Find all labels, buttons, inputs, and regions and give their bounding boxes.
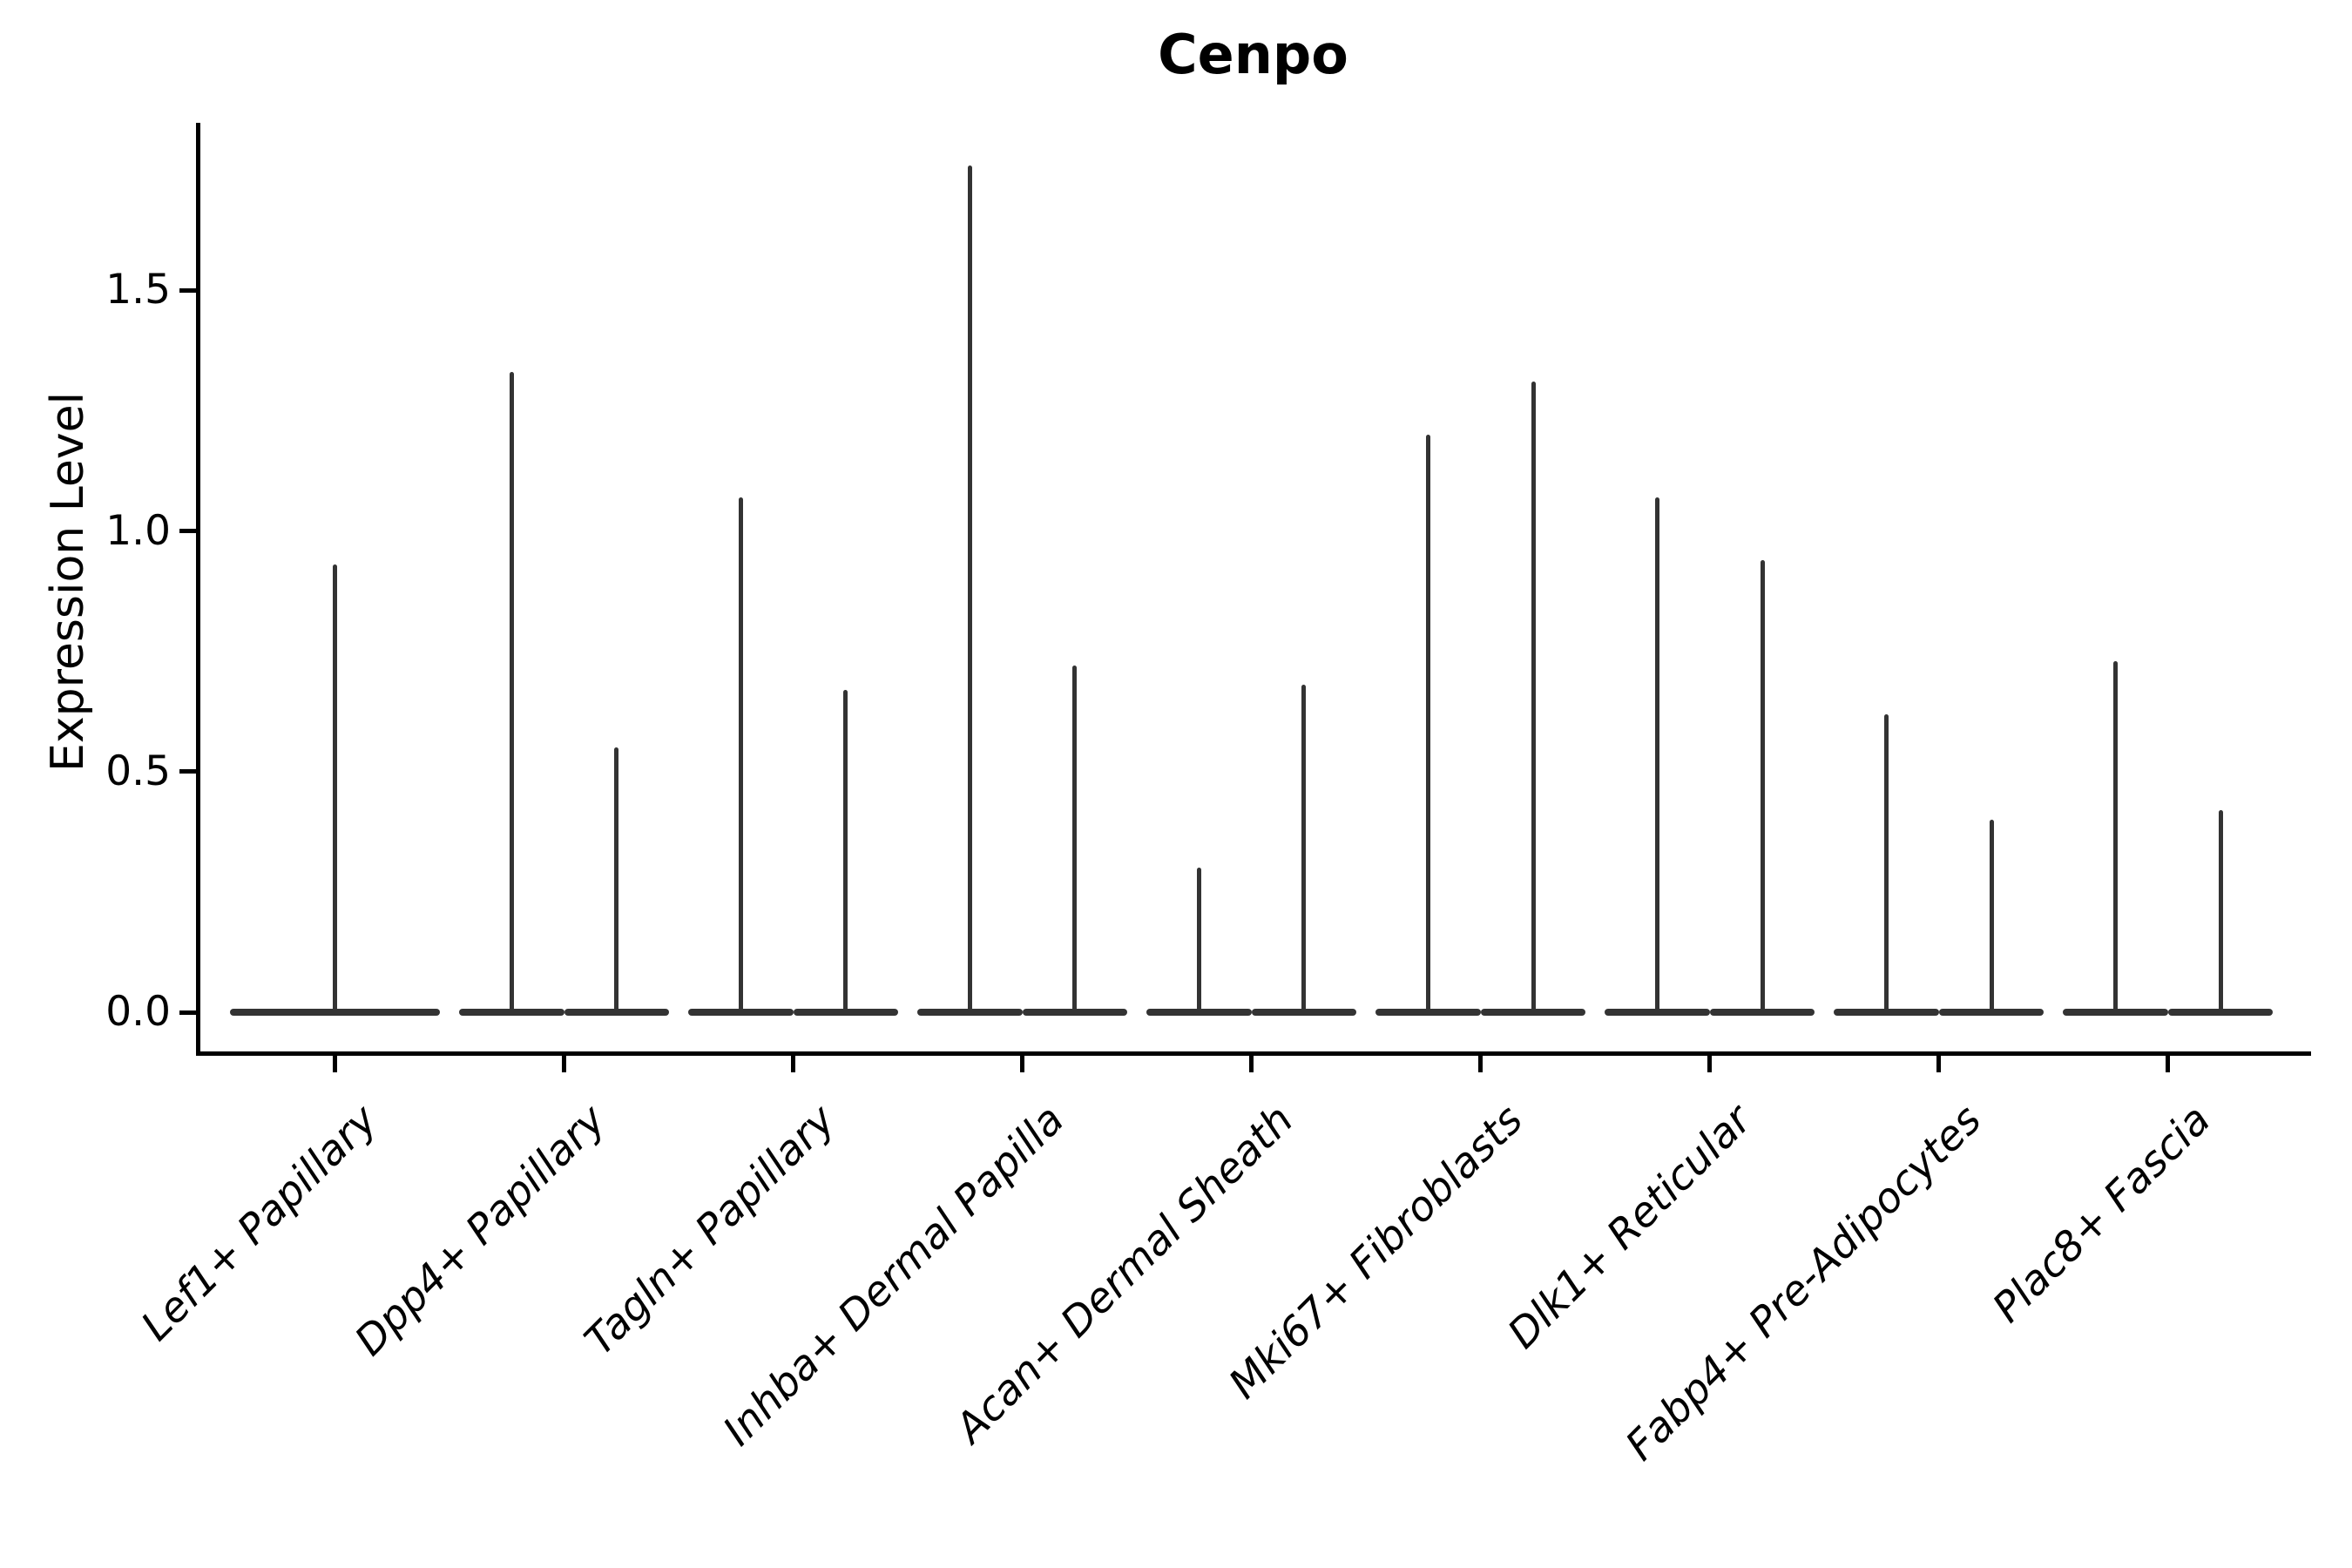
violin-base [1480, 1009, 1586, 1016]
x-tick-mark [1707, 1056, 1713, 1072]
violin-spike [614, 747, 619, 1010]
violin-base [2167, 1009, 2274, 1016]
y-tick-label: 0.0 [105, 988, 171, 1036]
x-tick-mark [1478, 1056, 1484, 1072]
violin-base [688, 1009, 794, 1016]
y-axis-spine [196, 123, 200, 1056]
violin-spike [738, 497, 743, 1010]
x-tick-label: Lef1+ Papillary [132, 1096, 387, 1351]
x-tick-mark [562, 1056, 567, 1072]
x-tick-label: Dlk1+ Reticular [1498, 1096, 1761, 1358]
violin-spike [2218, 809, 2223, 1010]
violin-base [564, 1009, 670, 1016]
violin-base [230, 1009, 440, 1016]
x-axis-spine [196, 1051, 2311, 1056]
x-tick-mark [1020, 1056, 1025, 1072]
violin-spike [1760, 559, 1765, 1010]
violin-spike [2113, 660, 2119, 1010]
violin-spike [509, 372, 514, 1010]
violin-base [459, 1009, 564, 1016]
violin-base [1709, 1009, 1815, 1016]
x-tick-mark [2166, 1056, 2171, 1072]
violin-spike [333, 564, 337, 1010]
violin-base [793, 1009, 899, 1016]
violin-base [2063, 1009, 2168, 1016]
y-tick-mark [179, 287, 196, 293]
y-tick-mark [179, 1010, 196, 1015]
y-tick-mark [179, 769, 196, 774]
x-tick-label: Plac8+ Fascia [1983, 1096, 2220, 1333]
violin-base [1375, 1009, 1481, 1016]
violin-base [917, 1009, 1023, 1016]
chart-title: Cenpo [1158, 23, 1348, 86]
x-tick-label: Dpp4+ Papillary [346, 1096, 616, 1366]
x-tick-mark [1936, 1056, 1942, 1072]
y-tick-label: 0.5 [105, 747, 171, 795]
violin-spike [1426, 435, 1431, 1010]
violin-base [1605, 1009, 1710, 1016]
y-tick-mark [179, 529, 196, 534]
violin-spike [1884, 713, 1889, 1010]
y-axis-label: Expression Level [42, 391, 94, 773]
violin-spike [1196, 868, 1201, 1010]
violin-spike [1301, 685, 1307, 1010]
x-tick-mark [791, 1056, 796, 1072]
violin-spike [1655, 497, 1660, 1010]
y-tick-label: 1.5 [105, 266, 171, 314]
violin-base [1022, 1009, 1128, 1016]
violin-spike [843, 689, 848, 1010]
y-tick-label: 1.0 [105, 506, 171, 555]
violin-base [1146, 1009, 1252, 1016]
violin-spike [1989, 820, 1994, 1010]
x-tick-mark [1249, 1056, 1254, 1072]
x-tick-mark [333, 1056, 337, 1072]
violin-spike [1072, 666, 1078, 1010]
violin-spike [967, 165, 972, 1010]
x-tick-label: Tagln+ Papillary [575, 1096, 845, 1365]
violin-base [1938, 1009, 2044, 1016]
violin-spike [1531, 382, 1536, 1010]
violin-base [1834, 1009, 1939, 1016]
violin-base [1251, 1009, 1357, 1016]
